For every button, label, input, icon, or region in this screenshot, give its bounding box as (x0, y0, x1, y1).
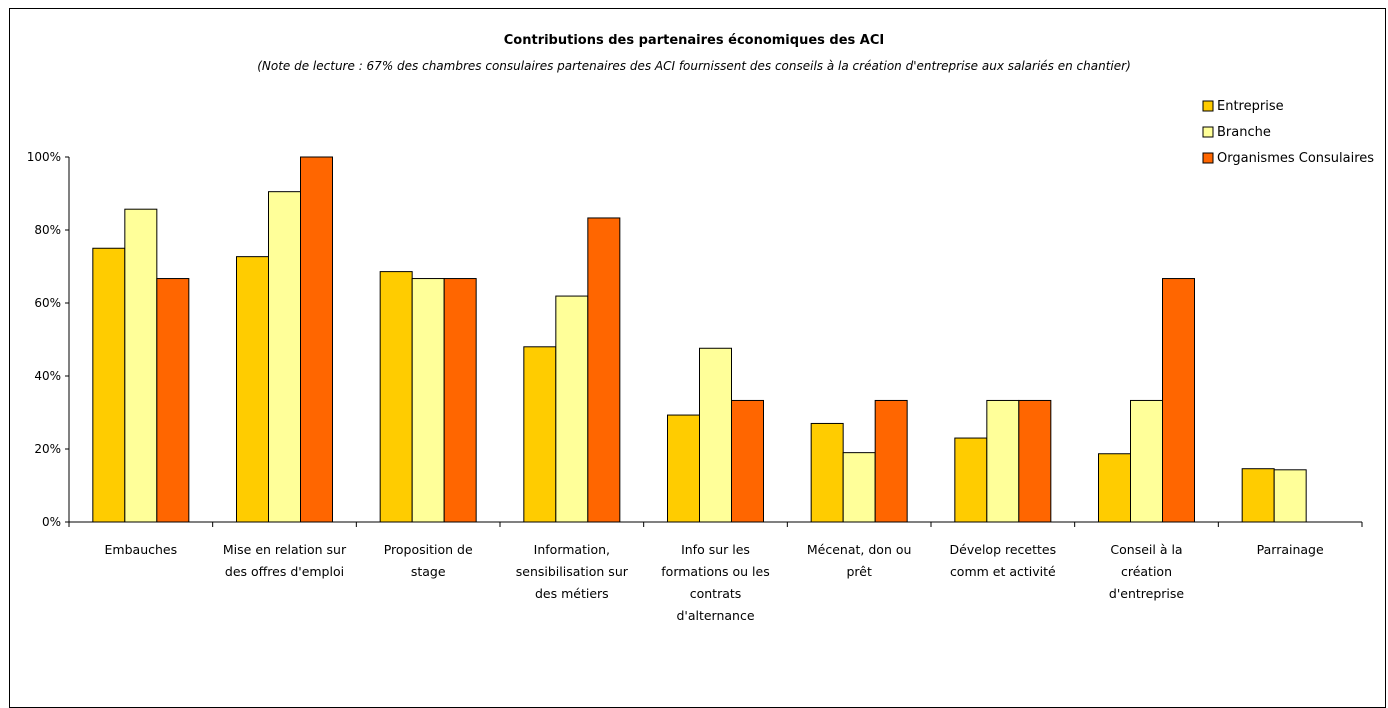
x-category-label: Information, sensibilisation sur des métie… (516, 542, 629, 601)
bar-organismes-consulaires (874, 399, 908, 523)
bar-organismes-consulaires (1018, 399, 1052, 523)
y-tick-label: 100% (27, 150, 61, 164)
bar-branche (842, 452, 876, 523)
bar-organismes-consulaires (300, 156, 333, 523)
chart-subtitle: (Note de lecture : 67% des chambres cons… (257, 59, 1131, 73)
chart-title: Contributions des partenaires économique… (503, 33, 885, 48)
bar-organismes-consulaires (443, 278, 477, 523)
bar-branche (1273, 469, 1307, 523)
bar-entreprise (236, 256, 269, 523)
bar-entreprise (523, 346, 557, 523)
bar-organismes-consulaires (731, 399, 764, 523)
bar-entreprise (1098, 453, 1131, 523)
bar-entreprise (379, 271, 413, 523)
legend-label: Organismes Consulaires (1217, 151, 1374, 166)
x-category-label: Mise en relation sur des offres d'emploi (223, 542, 347, 579)
bar-organismes-consulaires (156, 278, 190, 523)
bar-branche (555, 295, 589, 523)
legend-swatch (1202, 152, 1214, 164)
bar-entreprise (810, 422, 844, 523)
y-tick-label: 60% (34, 296, 61, 310)
x-category-label: Info sur les formations ou les contrats d'a… (661, 542, 769, 623)
bar-branche (124, 208, 158, 523)
bar-entreprise (92, 247, 126, 523)
bar-branche (268, 191, 301, 523)
bar-entreprise (954, 437, 988, 523)
x-category-label: Dévelop recettes comm et activité (950, 542, 1057, 579)
legend-label: Entreprise (1217, 99, 1284, 114)
y-tick-label: 0% (42, 515, 61, 529)
bar-entreprise (1241, 468, 1275, 523)
y-tick-label: 20% (34, 442, 61, 456)
bar-organismes-consulaires (587, 217, 621, 523)
legend-label: Branche (1217, 125, 1271, 140)
bar-entreprise (667, 414, 700, 523)
bar-branche (986, 399, 1020, 523)
bar-chart: 0% 20% 40% 60% 80% 100% Embauches Mise en relat… (27, 99, 1375, 623)
legend-swatch (1202, 126, 1214, 138)
x-category-label: Proposition de stage (384, 542, 473, 579)
x-category-label: Parrainage (1257, 542, 1324, 557)
y-tick-label: 40% (34, 369, 61, 383)
y-tick-label: 80% (34, 223, 61, 237)
x-category-label: Mécenat, don ou prêt (807, 542, 912, 579)
x-category-label: Conseil à la création d'entreprise (1109, 542, 1184, 601)
bar-branche (411, 278, 445, 523)
bar-organismes-consulaires (1162, 278, 1195, 523)
bar-branche (1130, 399, 1163, 523)
legend-swatch (1202, 100, 1214, 112)
x-category-label: Embauches (105, 542, 178, 557)
bar-branche (699, 347, 732, 523)
